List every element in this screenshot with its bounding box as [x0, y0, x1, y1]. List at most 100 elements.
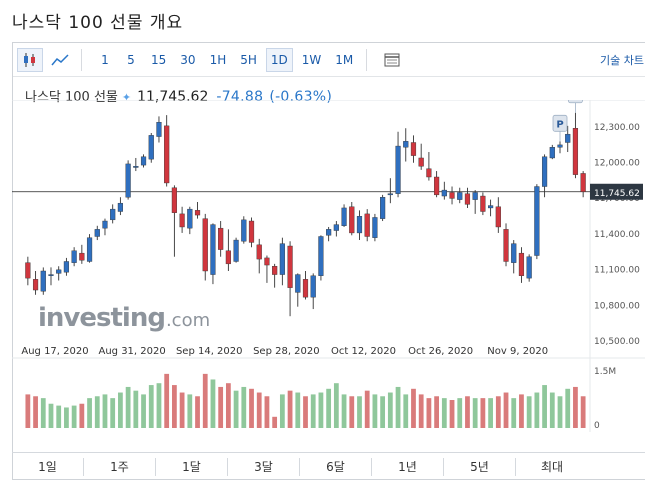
candle-body [156, 122, 162, 137]
candle-body [302, 279, 309, 298]
table-icon[interactable] [379, 48, 405, 72]
range-1m[interactable]: 1달 [156, 457, 228, 476]
x-tick-label: Aug 17, 2020 [21, 346, 88, 357]
interval-5h[interactable]: 5H [240, 52, 257, 67]
volume-bar [33, 396, 38, 428]
interval-1m[interactable]: 1M [335, 52, 354, 67]
candle-body [148, 135, 154, 160]
volume-bar [141, 394, 146, 428]
candle-body [218, 227, 224, 250]
y-tick-label: 10,500.00 [594, 337, 640, 347]
interval-1[interactable]: 1 [101, 52, 109, 67]
volume-bar [79, 403, 85, 428]
candle-body [71, 250, 77, 263]
volume-bar [387, 392, 393, 428]
range-1d[interactable]: 1일 [12, 457, 84, 476]
marker-p-label: P [572, 100, 579, 102]
range-6m[interactable]: 6달 [300, 457, 372, 476]
x-tick-label: Nov 9, 2020 [487, 346, 548, 357]
interval-30[interactable]: 30 [180, 52, 196, 67]
candle-body [380, 197, 386, 219]
volume-bar [441, 398, 447, 428]
volume-bar [372, 394, 378, 428]
x-tick-label: Oct 26, 2020 [408, 346, 473, 357]
volume-bar [357, 396, 362, 428]
candle-body [518, 252, 525, 276]
volume-bar [326, 388, 332, 428]
candle-body [333, 224, 339, 231]
volume-bar [364, 390, 370, 428]
volume-bar [549, 392, 555, 428]
candle-body [480, 195, 486, 212]
x-tick-label: Sep 14, 2020 [176, 346, 243, 357]
range-selector: 1일 1주 1달 3달 6달 1년 5년 최대 [12, 452, 645, 480]
volume-bar [557, 396, 563, 428]
candle-body [457, 192, 463, 200]
candle-body [63, 261, 70, 273]
candle-body [488, 205, 494, 209]
interval-15[interactable]: 15 [151, 52, 167, 67]
volume-bar [241, 386, 247, 428]
toolbar-divider [366, 48, 368, 71]
candle-body [572, 128, 579, 175]
volume-bar [148, 385, 154, 428]
interval-5[interactable]: 5 [127, 52, 135, 67]
volume-bar [480, 398, 486, 428]
candlestick-icon[interactable] [17, 47, 43, 72]
candle-body [287, 245, 293, 288]
candle-body [364, 213, 370, 237]
volume-bar [403, 394, 409, 428]
range-1w[interactable]: 1주 [84, 457, 156, 476]
candle-body [210, 224, 216, 275]
candle-body [356, 216, 363, 234]
candle-body [133, 166, 139, 168]
volume-bar [580, 396, 586, 428]
volume-tick-label: 1.5M [594, 367, 616, 377]
volume-bar [87, 398, 92, 428]
candle-body [171, 187, 177, 213]
volume-bar [565, 388, 571, 428]
volume-bar [542, 385, 547, 428]
candle-body [25, 262, 31, 279]
candle-body [32, 279, 39, 291]
logo-suffix: .com [165, 310, 211, 331]
y-tick-label: 10,800.00 [594, 301, 640, 311]
page-title: 나스닥 100 선물 개요 [12, 13, 184, 33]
candle-body [264, 257, 270, 266]
volume-bar [488, 398, 493, 428]
y-tick-label: 12,300.00 [594, 123, 640, 133]
volume-bar [349, 396, 355, 428]
volume-bar [426, 398, 432, 428]
line-chart-icon[interactable] [47, 48, 73, 72]
range-max[interactable]: 최대 [540, 459, 564, 474]
candle-body [534, 186, 540, 256]
candle-body [526, 256, 532, 279]
candle-body [179, 213, 185, 228]
interval-1w[interactable]: 1W [301, 52, 322, 67]
marker-p-box [568, 100, 583, 104]
volume-bar [233, 390, 239, 428]
candle-body [403, 141, 409, 148]
candle-body [248, 220, 255, 243]
volume-bar [341, 394, 347, 428]
candlestick-chart[interactable]: 12,300.0012,000.0011,700.0011,400.0011,1… [12, 100, 645, 450]
volume-bar [495, 396, 501, 428]
volume-bar [256, 392, 262, 428]
volume-bar [318, 392, 324, 428]
candle-body [426, 168, 432, 178]
technical-chart-link[interactable]: 기술 차트 [600, 54, 644, 67]
price-change-percent: (-0.63%) [269, 89, 333, 105]
last-price: 11,745.62 [137, 89, 209, 105]
interval-1d[interactable]: 1D [265, 47, 293, 72]
interval-1h[interactable]: 1H [209, 52, 227, 67]
volume-bar [249, 388, 254, 428]
candle-body [56, 269, 62, 274]
range-3m[interactable]: 3달 [228, 457, 300, 476]
candle-body [580, 173, 586, 192]
range-5y[interactable]: 5년 [444, 457, 516, 476]
range-1y[interactable]: 1년 [372, 457, 444, 476]
volume-bar [179, 392, 185, 428]
star-icon[interactable]: ✦ [121, 91, 132, 104]
volume-bar [380, 396, 386, 428]
candle-body [233, 239, 239, 262]
